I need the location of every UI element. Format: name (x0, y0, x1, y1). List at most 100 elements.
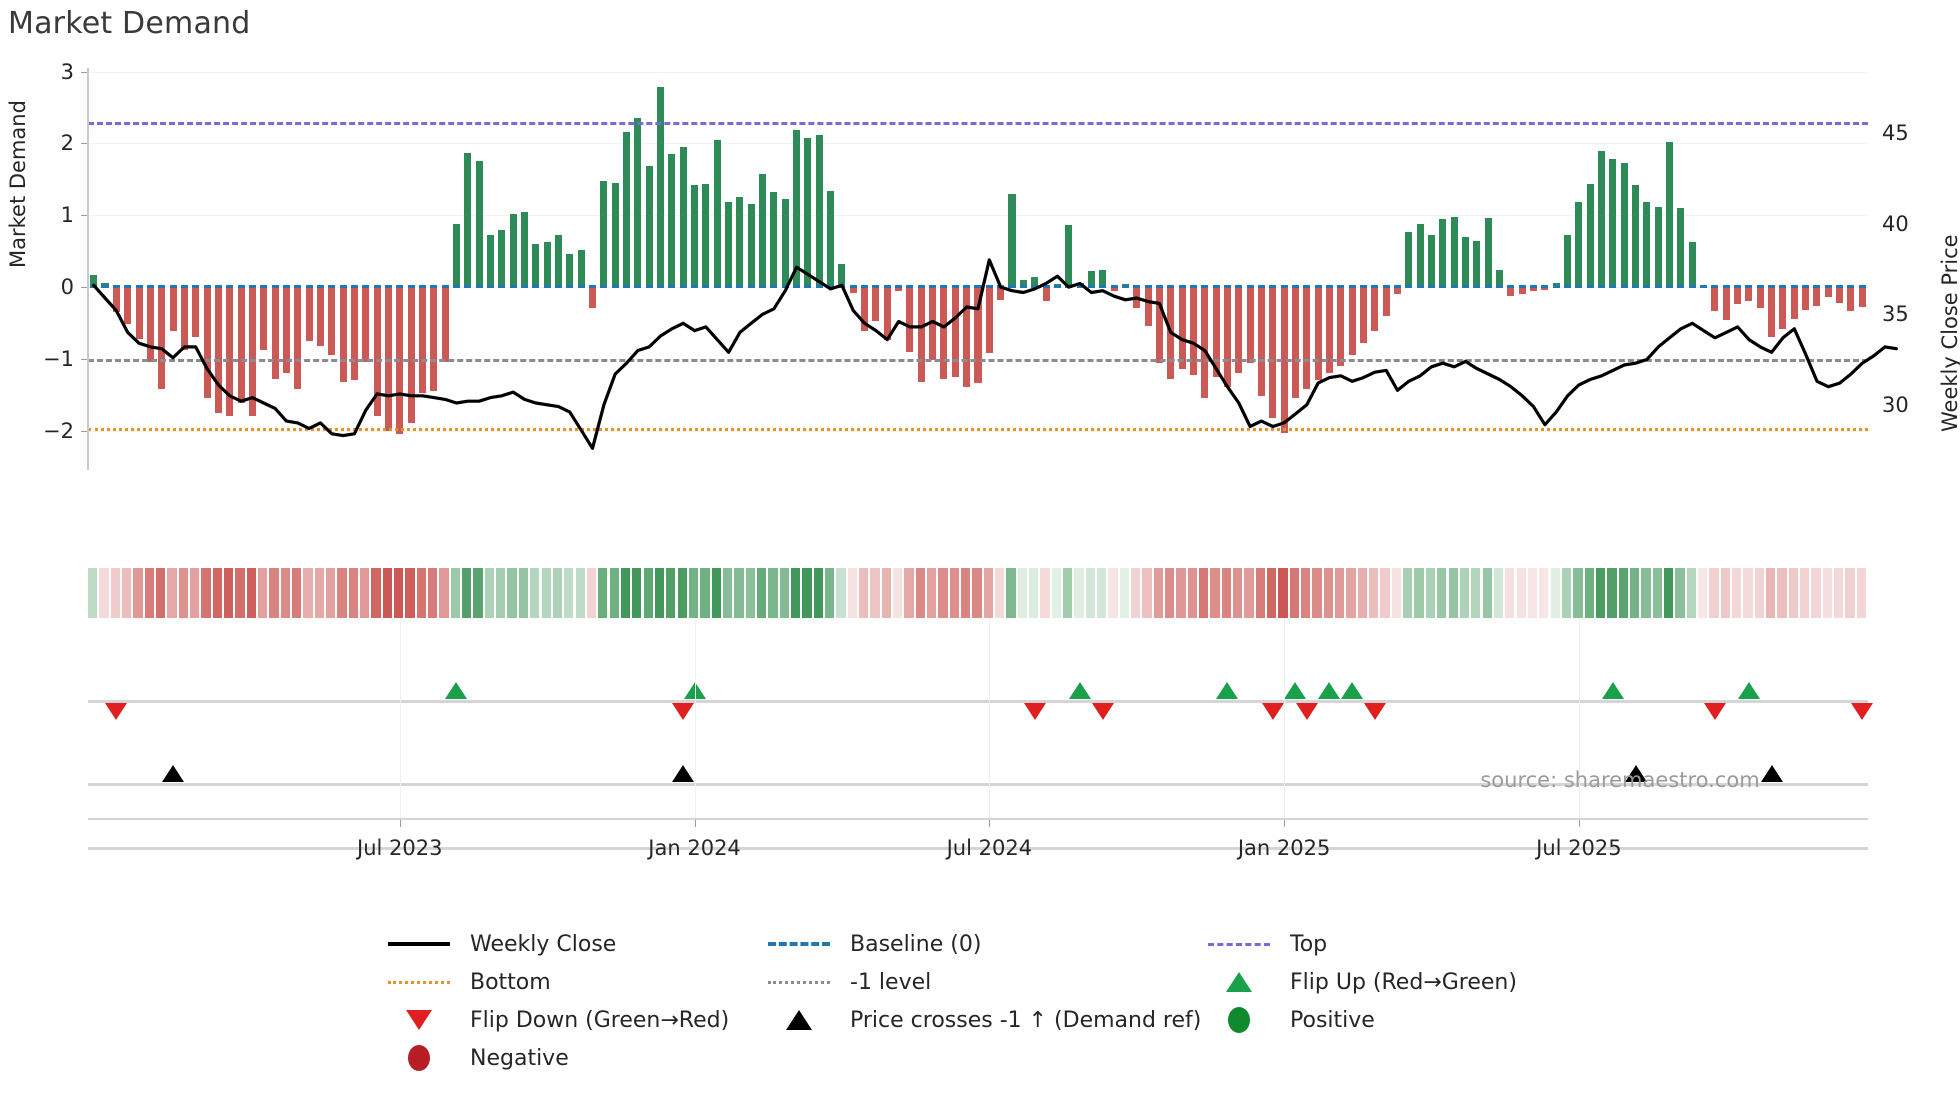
heatmap-cell (1051, 568, 1061, 618)
demand-bar (577, 249, 585, 287)
heatmap-cell (1448, 568, 1458, 618)
demand-bar (1711, 286, 1719, 312)
demand-bar (339, 286, 347, 382)
baseline-segment (1337, 285, 1345, 289)
flip-up-marker (1069, 682, 1092, 699)
legend-label: Flip Down (Green→Red) (470, 1007, 730, 1033)
heatmap-cell (360, 568, 370, 618)
baseline-segment (271, 285, 279, 289)
demand-bar (861, 286, 869, 332)
heatmap-cell (768, 568, 778, 618)
demand-bar (1734, 286, 1742, 305)
heatmap-cell (371, 568, 381, 618)
baseline-segment (1711, 285, 1719, 289)
baseline-segment (623, 285, 631, 289)
legend-item[interactable]: Positive (1200, 1007, 1640, 1033)
baseline-segment (532, 285, 540, 289)
heatmap-cell (1856, 568, 1866, 618)
baseline-segment (430, 285, 438, 289)
baseline-segment (1564, 285, 1572, 289)
legend-item[interactable]: Price crosses -1 ↑ (Demand ref) (760, 1007, 1202, 1033)
weekly-close-polyline (94, 260, 1897, 448)
heatmap-cell (1709, 568, 1719, 618)
top-legend-icon (1208, 942, 1270, 946)
heatmap-cell (1663, 568, 1674, 618)
demand-bar (679, 146, 687, 287)
heatmap-cell (1686, 568, 1696, 618)
demand-bar (260, 286, 268, 351)
legend-marker (1200, 1007, 1278, 1033)
baseline-segment (1325, 285, 1333, 289)
legend-item[interactable]: Flip Up (Red→Green) (1200, 970, 1640, 995)
left-axis-tick-label: 2 (60, 131, 74, 156)
demand-bar (1178, 286, 1186, 369)
x-axis-tick-mark (1284, 820, 1286, 827)
demand-bar (1677, 207, 1685, 287)
plot-background (88, 68, 1868, 470)
legend-row: Weekly Close Baseline (0) Top (380, 925, 1660, 963)
demand-bar (1303, 286, 1311, 389)
heatmap-cell (1165, 568, 1175, 618)
baseline-segment (1303, 285, 1311, 289)
legend-item[interactable]: Negative (380, 1045, 760, 1071)
legend-marker (380, 942, 458, 946)
demand-bar (543, 242, 551, 287)
baseline-segment (611, 285, 619, 289)
demand-bar (759, 173, 767, 287)
heatmap-cell (99, 568, 109, 618)
demand-bar (838, 263, 846, 287)
legend-item[interactable]: Top (1200, 932, 1640, 957)
demand-bar (135, 286, 143, 339)
demand-bar (917, 286, 925, 382)
baseline-segment (1031, 285, 1039, 289)
flip-up-marker (1341, 682, 1364, 699)
gridline (88, 143, 1868, 145)
baseline-segment (1053, 285, 1061, 289)
baseline-legend-icon (768, 942, 830, 946)
demand-bar (226, 286, 234, 417)
heatmap-cell (1539, 568, 1549, 618)
demand-bar (486, 235, 494, 287)
demand-bar (146, 286, 154, 363)
legend-item[interactable]: -1 level (760, 970, 1200, 995)
heatmap-cell (666, 568, 676, 618)
heatmap-cell (870, 568, 880, 618)
demand-bar (1416, 223, 1424, 287)
baseline-segment (793, 285, 801, 289)
heatmap-cell (156, 568, 166, 618)
heatmap-cell (1788, 568, 1798, 618)
heatmap-cell (450, 568, 461, 618)
baseline-segment (384, 285, 392, 289)
baseline-segment (1654, 285, 1662, 289)
demand-bar (1564, 235, 1572, 287)
legend-item[interactable]: Baseline (0) (760, 932, 1200, 957)
positive-legend-icon (1228, 1007, 1250, 1033)
demand-bar (169, 286, 177, 332)
heatmap-cell (518, 568, 529, 618)
baseline-segment (146, 285, 154, 289)
baseline-segment (1246, 285, 1254, 289)
demand-bar (827, 190, 835, 287)
demand-bar (430, 286, 438, 392)
baseline-segment (1836, 285, 1844, 289)
baseline-segment (1144, 285, 1152, 289)
legend-label: Price crosses -1 ↑ (Demand ref) (850, 1007, 1202, 1033)
legend-item[interactable]: Flip Down (Green→Red) (380, 1008, 760, 1033)
heatmap-cell (1414, 568, 1424, 618)
flip-down-marker (1023, 703, 1046, 720)
demand-bar (1325, 286, 1333, 374)
demand-bar (600, 180, 608, 287)
negative-legend-icon (408, 1045, 430, 1071)
demand-bar (1008, 193, 1016, 287)
legend-item[interactable]: Weekly Close (380, 932, 760, 957)
baseline-segment (192, 285, 200, 289)
heatmap-cell (1040, 568, 1050, 618)
legend-label: Flip Up (Red→Green) (1290, 969, 1517, 995)
legend-item[interactable]: Bottom (380, 970, 760, 995)
heatmap-cell (813, 568, 823, 618)
heatmap-cell (983, 568, 993, 618)
demand-bar (1768, 286, 1776, 338)
heatmap-cell (1210, 568, 1220, 618)
baseline-segment (872, 285, 880, 289)
demand-bar (237, 286, 245, 404)
